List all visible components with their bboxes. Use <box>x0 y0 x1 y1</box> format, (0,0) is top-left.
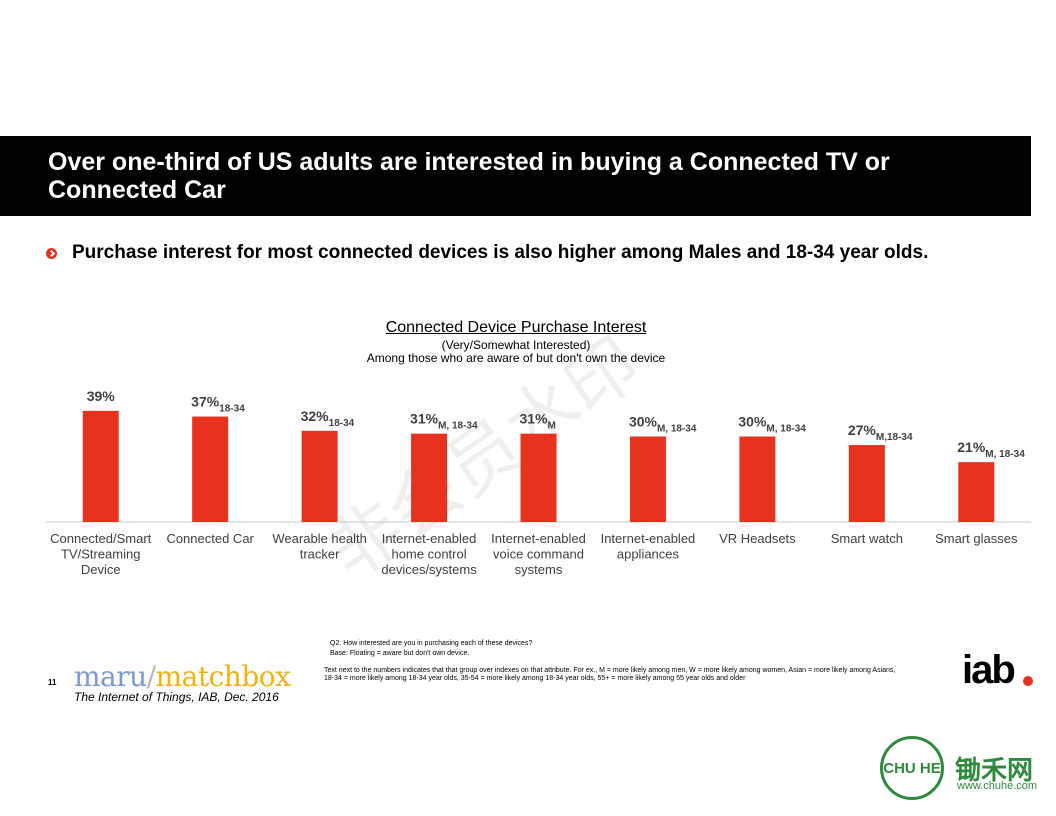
category-label-line: Connected Car <box>166 531 254 546</box>
data-label-value: 31% <box>410 411 439 427</box>
bar-chart: 39%Connected/Smart TV/Streaming Device37%1… <box>46 388 1031 577</box>
data-label-value: 27% <box>848 422 877 438</box>
data-label: 30%M, 18-34 <box>629 414 697 435</box>
chuhe-url: www.chuhe.com <box>957 780 1038 792</box>
data-label-annotation: M <box>548 421 556 432</box>
category-label-line: Smart glasses <box>935 531 1018 546</box>
category-label-line: Internet-enabled <box>491 531 586 546</box>
category-label: VR Headsets <box>719 531 796 546</box>
data-label-annotation: M, 18-34 <box>438 421 478 432</box>
category-label-line: Wearable health <box>272 531 366 546</box>
category-label-line: systems <box>515 562 563 577</box>
category-label: Internet-enabled appliances <box>601 531 696 562</box>
category-label-line: tracker <box>300 547 340 562</box>
category-label: Internet-enabled voice command systems <box>491 531 586 577</box>
chart-subtitle-2: Among those who are aware of but don't o… <box>366 351 666 365</box>
title-bar: Over one-third of US adults are interest… <box>0 136 1031 216</box>
data-label-value: 30% <box>738 414 767 430</box>
category-label-line: VR Headsets <box>719 531 796 546</box>
data-label-value: 31% <box>520 411 549 427</box>
chuhe-name: 锄禾网 <box>955 756 1034 786</box>
data-label: 27%M,18-34 <box>848 422 913 443</box>
iab-logo-dot <box>1023 676 1033 686</box>
bar <box>629 436 666 522</box>
data-label: 31%M <box>520 411 556 432</box>
logo-matchbox-text: matchbox <box>155 660 291 693</box>
footnote-question: Q2. How interested are you in purchasing… <box>330 640 533 647</box>
category-label: Smart watch <box>831 531 903 546</box>
bar <box>411 433 448 522</box>
bar <box>301 430 338 522</box>
data-label-annotation: 18-34 <box>219 404 245 415</box>
chuhe-logo-text: CHU HE <box>883 759 941 777</box>
category-label-line: Internet-enabled <box>601 531 696 546</box>
category-label-line: home control <box>391 547 466 562</box>
maru-matchbox-logo: maru/matchbox <box>74 660 291 693</box>
bar <box>848 445 885 522</box>
category-label-line: Smart watch <box>831 531 903 546</box>
chuhe-logo: CHU HE <box>880 736 944 800</box>
category-label: Wearable health tracker <box>272 531 366 562</box>
footnote-note-1: Text next to the numbers indicates that … <box>324 667 896 674</box>
category-label: Connected/Smart TV/Streaming Device <box>50 531 152 577</box>
logo-slash: / <box>146 660 156 693</box>
data-label: 30%M, 18-34 <box>738 414 806 435</box>
source-citation: The Internet of Things, IAB, Dec. 2016 <box>74 690 279 704</box>
category-label-line: voice command <box>493 547 584 562</box>
data-label-value: 21% <box>957 439 986 455</box>
data-label: 39% <box>87 388 116 404</box>
bar <box>739 436 776 522</box>
bar <box>520 433 557 522</box>
page-subtitle: Purchase interest for most connected dev… <box>72 242 929 263</box>
category-label-line: devices/systems <box>381 562 477 577</box>
data-label-annotation: M,18-34 <box>876 432 913 443</box>
data-label: 21%M, 18-34 <box>957 439 1025 460</box>
page-title: Over one-third of US adults are interest… <box>48 148 890 204</box>
category-label: Connected Car <box>166 531 254 546</box>
data-label-value: 39% <box>87 388 116 404</box>
data-label: 31%M, 18-34 <box>410 411 478 432</box>
bullet-icon <box>46 248 57 259</box>
chart-subtitle-1: (Very/Somewhat Interested) <box>441 338 591 352</box>
data-label-value: 30% <box>629 414 658 430</box>
data-label-annotation: M, 18-34 <box>985 449 1025 460</box>
page-number: 11 <box>48 678 57 687</box>
data-label-value: 37% <box>191 394 220 410</box>
data-label: 32%18-34 <box>301 408 355 429</box>
data-label-annotation: M, 18-34 <box>657 424 697 435</box>
iab-logo: iab <box>962 648 1016 692</box>
bar <box>958 462 995 522</box>
footnote-note-2: 18-34 = more likely among 18-34 year old… <box>324 675 746 682</box>
data-label-annotation: M, 18-34 <box>766 424 806 435</box>
category-label-line: TV/Streaming <box>61 547 140 562</box>
logo-maru-text: maru <box>74 660 147 693</box>
category-label: Internet-enabled home control devices/syst… <box>381 531 477 577</box>
data-label-value: 32% <box>301 408 330 424</box>
category-label: Smart glasses <box>935 531 1018 546</box>
data-label-annotation: 18-34 <box>329 418 355 429</box>
category-label-line: Internet-enabled <box>382 531 477 546</box>
footnote-base: Base: Floating = aware but don't own dev… <box>330 650 470 657</box>
bar <box>82 410 119 522</box>
data-label: 37%18-34 <box>191 394 245 415</box>
category-label-line: Connected/Smart <box>50 531 152 546</box>
category-label-line: appliances <box>617 547 680 562</box>
category-label-line: Device <box>81 562 121 577</box>
chart-title: Connected Device Purchase Interest <box>385 319 647 336</box>
bar <box>192 416 229 522</box>
